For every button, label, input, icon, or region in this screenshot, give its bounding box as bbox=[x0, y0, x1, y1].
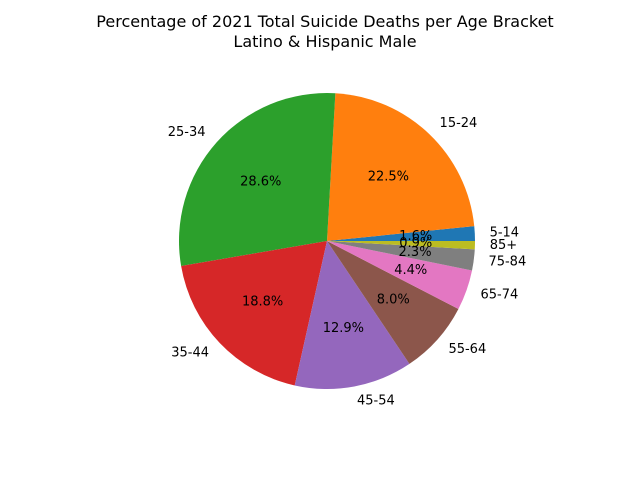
slice-pct-5-14: 1.6% bbox=[399, 229, 432, 244]
pie-slice-25-34 bbox=[178, 93, 336, 266]
slice-label-65-74: 65-74 bbox=[481, 288, 519, 303]
pie-slice-45-54 bbox=[294, 241, 410, 390]
slice-label-85+: 85+ bbox=[490, 238, 517, 253]
pie-slice-65-74 bbox=[327, 241, 473, 310]
pie-slice-55-64 bbox=[327, 241, 459, 364]
pie-slice-5-14 bbox=[327, 226, 475, 241]
slice-label-75-84: 75-84 bbox=[488, 254, 526, 269]
chart-subtitle: Latino & Hispanic Male bbox=[233, 32, 417, 51]
slice-pct-15-24: 22.5% bbox=[368, 169, 409, 184]
pie-slice-35-44 bbox=[181, 241, 327, 386]
chart-title: Percentage of 2021 Total Suicide Deaths … bbox=[96, 12, 554, 31]
pie-slice-85+ bbox=[327, 241, 475, 250]
pie-slices bbox=[178, 93, 475, 390]
chart-title-block: Percentage of 2021 Total Suicide Deaths … bbox=[0, 12, 640, 52]
slice-label-45-54: 45-54 bbox=[357, 394, 395, 409]
slice-label-55-64: 55-64 bbox=[448, 342, 486, 357]
slice-pct-65-74: 4.4% bbox=[394, 263, 427, 278]
slice-pct-35-44: 18.8% bbox=[242, 295, 283, 310]
slice-pct-45-54: 12.9% bbox=[323, 321, 364, 336]
slice-pct-55-64: 8.0% bbox=[377, 293, 410, 308]
slice-pct-85+: 0.9% bbox=[399, 236, 432, 251]
slice-pct-25-34: 28.6% bbox=[240, 174, 281, 189]
pie-slice-15-24 bbox=[327, 93, 475, 242]
slice-pct-75-84: 2.3% bbox=[399, 245, 432, 260]
pie-slice-75-84 bbox=[327, 241, 475, 271]
pie-labels: 5-14 1.6% 15-24 22.5% 25-34 28.6% 35-44 18.8% 45… bbox=[168, 116, 526, 409]
slice-label-5-14: 5-14 bbox=[490, 225, 520, 240]
slice-label-25-34: 25-34 bbox=[168, 125, 206, 140]
slice-label-15-24: 15-24 bbox=[440, 116, 478, 131]
slice-label-35-44: 35-44 bbox=[171, 346, 209, 361]
